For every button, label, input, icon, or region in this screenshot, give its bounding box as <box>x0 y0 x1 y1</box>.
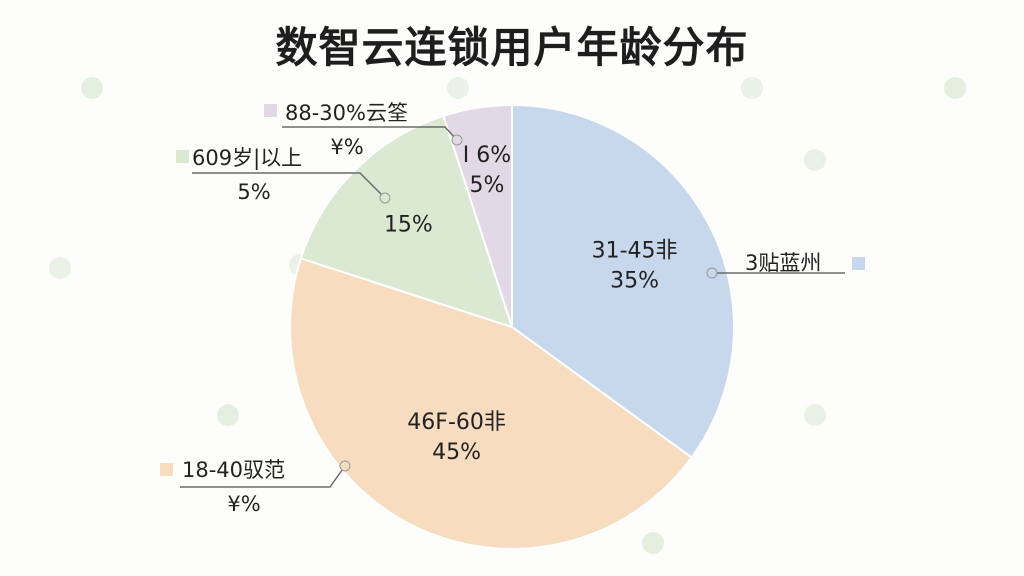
legend-swatch <box>176 150 189 163</box>
leader-line <box>282 126 458 141</box>
leader-line <box>192 172 386 199</box>
background-dot <box>49 257 71 279</box>
slice-label: 35% <box>610 269 659 294</box>
slice-label: 31-45非 <box>592 239 678 264</box>
slice-label: 45% <box>432 440 481 465</box>
legend-value: 5% <box>237 180 270 204</box>
pie-slice <box>299 114 514 329</box>
legend-value: ¥% <box>330 135 363 159</box>
legend-label: 18-40驭范 <box>182 458 285 482</box>
legend-callouts: 3贴蓝州 18-40驭范 ¥% 609岁|以上 5% 88-30%云筌 ¥% <box>160 101 865 516</box>
chart-title: 数智云连锁用户年龄分布 <box>275 23 749 72</box>
leader-dot <box>339 460 351 472</box>
pie-slice <box>289 257 693 550</box>
slice-label: I 6% <box>463 143 511 168</box>
background-dot <box>741 77 763 99</box>
slice-label: 46F-60非 <box>407 410 506 435</box>
background-dot <box>944 77 966 99</box>
legend-label: 88-30%云筌 <box>285 101 408 125</box>
legend-label: 609岁|以上 <box>192 146 302 171</box>
background-dot <box>447 77 469 99</box>
leader-dot <box>379 192 391 204</box>
background-dot <box>804 404 826 426</box>
leader-dot <box>706 267 718 279</box>
pie-slices <box>289 103 735 550</box>
leader-line <box>180 465 346 488</box>
background-dot <box>217 404 239 426</box>
slice-label: 15% <box>384 212 433 237</box>
background-dot <box>81 77 103 99</box>
slice-labels: 31-45非 35% 46F-60非 45% 15% I 6% 5% <box>384 143 678 465</box>
legend-swatch <box>160 463 173 476</box>
leader-dot <box>451 134 463 146</box>
legend-swatch <box>852 257 865 270</box>
background-dot <box>642 532 664 554</box>
legend-value: ¥% <box>227 492 260 516</box>
pie-slice <box>511 103 735 459</box>
background-dot <box>804 149 826 171</box>
pie-slice <box>442 103 513 328</box>
slice-label: 5% <box>470 173 505 198</box>
legend-label: 3贴蓝州 <box>745 251 821 275</box>
legend-swatch <box>264 104 277 117</box>
